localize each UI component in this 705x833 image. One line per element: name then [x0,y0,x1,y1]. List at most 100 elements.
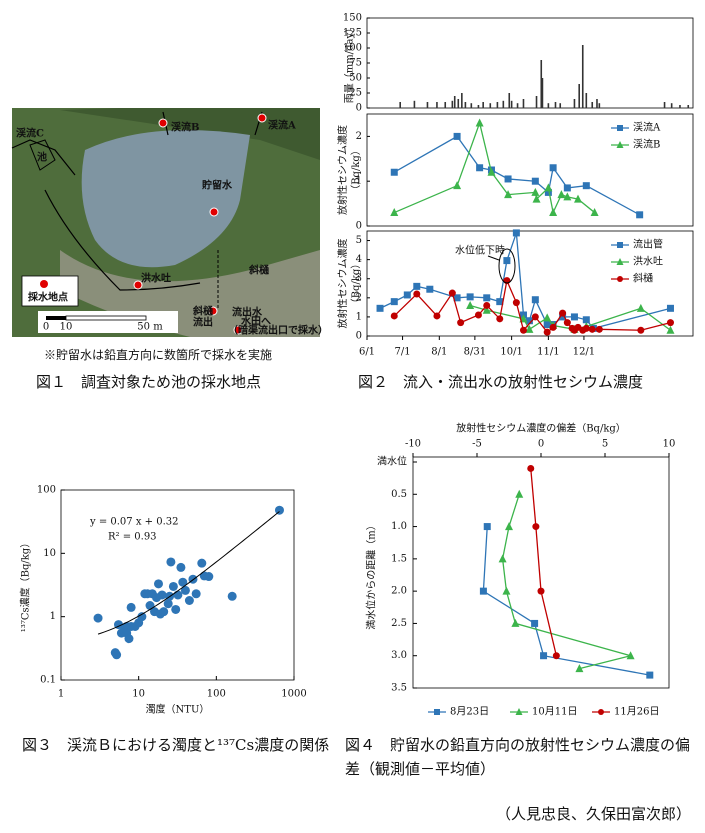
bar [535,96,538,108]
bar [457,99,460,108]
scatter-point [171,604,181,614]
y-tick-label: 2 [356,292,362,303]
bar [436,102,438,108]
scale-label: 0 [43,322,49,333]
legend-label: 10月11日 [532,706,577,718]
marker [413,282,421,290]
marker [505,522,513,531]
marker [595,325,603,333]
bar [559,103,562,108]
y-tick-label: 100 [343,43,362,54]
bar [573,99,576,108]
marker [563,184,571,192]
scatter-point [93,613,103,623]
scatter-point [153,579,163,589]
y-axis-label: 雨量（mm/day） [344,23,356,103]
scatter-point [176,562,186,572]
marker [646,671,654,679]
scatter-point [159,607,169,617]
marker [588,325,596,333]
x-tick-label: 10 [663,439,676,450]
marker [531,313,539,321]
marker [390,298,398,306]
marker [582,316,590,324]
marker [543,313,552,322]
bar [522,99,525,108]
marker [617,242,623,248]
map-label: 渓流C [16,127,44,140]
plot-frame [366,230,694,337]
bar [477,105,480,108]
scatter-point [191,589,201,599]
scatter-point [197,558,207,568]
x-axis-label: 濁度（NTU） [146,703,210,716]
x-tick-label: 8/1 [431,347,447,358]
bar [464,102,467,108]
marker [666,319,674,327]
bar [547,103,550,108]
marker [540,652,548,660]
marker [549,323,557,331]
marker [537,587,545,595]
map-label: （暗渠流出口で採水） [228,324,328,337]
caption: 図２ 流入・流出水の放射性セシウム濃度 [358,373,644,391]
y-tick-label: 1 [356,311,362,322]
y-axis-label: （Bq/kg） [350,145,362,195]
scatter-point [274,505,284,515]
marker [598,709,604,715]
marker [475,118,484,127]
caption: 図１ 調査対象ため池の採水地点 [36,373,262,391]
bar [453,96,456,108]
marker [511,618,520,627]
marker [466,300,475,309]
x-tick-label: 11/1 [537,347,559,358]
marker [413,290,421,298]
marker [498,554,507,563]
map-label: 水田へ [240,315,271,328]
marker [483,294,491,302]
marker [531,296,539,304]
marker [519,326,527,334]
x-tick-label: 8/31 [464,347,486,358]
y-tick-label: 0.5 [391,489,407,500]
x-axis-label: 放射性セシウム濃度の偏差（Bq/kg） [456,422,626,435]
bar [596,99,598,108]
marker [563,192,572,201]
bar [663,102,666,108]
marker [549,208,558,217]
marker [637,326,645,334]
marker [482,305,491,314]
bar [496,102,499,108]
bar [413,100,416,108]
scatter-point [204,572,214,582]
marker [531,187,540,196]
annotation: R² = 0.93 [108,532,157,543]
x-tick-label: 1 [58,689,64,700]
marker [532,523,540,531]
legend-label: 洪水吐 [633,256,663,268]
map-label: 斜樋 [192,305,213,318]
x-tick-label: -10 [405,439,421,450]
marker [544,183,553,192]
marker [487,167,496,176]
scatter-point [173,590,183,600]
legend-label: 8月23日 [450,706,489,718]
plot-frame [366,113,694,227]
y-tick-label: 1.5 [391,553,407,564]
marker [426,285,434,293]
marker [559,309,567,317]
bar [508,93,511,108]
marker [636,211,644,219]
scale-label: 10 [60,322,73,333]
legend-label: 11月26日 [614,706,659,718]
aerial-photo [11,108,320,337]
marker [434,709,440,715]
marker [502,586,511,595]
scatter-point [166,557,176,567]
x-tick-label: 10/1 [500,347,522,358]
marker [479,587,487,595]
bar [554,102,557,108]
marker [582,324,590,332]
marker [390,312,398,320]
